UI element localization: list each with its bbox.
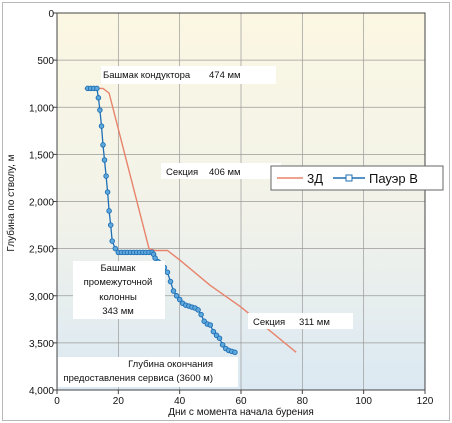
x-tick-label: 80 — [297, 396, 309, 407]
series-line-3d — [84, 87, 297, 353]
x-axis-title: Дни с момента начала бурения — [168, 406, 314, 418]
annotation-section-1-size: 406 мм — [209, 167, 241, 178]
annotation-box — [101, 66, 276, 84]
x-tick-label: 20 — [113, 396, 125, 407]
annotation-section-2-size: 311 мм — [299, 317, 330, 328]
legend-marker-power-v — [345, 174, 353, 182]
data-point — [98, 123, 105, 129]
chart-svg: 05001,0001,5002,0002,5003,0003,5004,000 … — [5, 9, 444, 418]
data-point — [170, 288, 177, 294]
data-point — [107, 222, 114, 228]
legend: 3Д Пауэр В — [270, 165, 444, 191]
data-point — [97, 107, 103, 113]
y-tick-label: 1,500 — [29, 150, 54, 161]
legend-label-power-v: Пауэр В — [369, 171, 418, 186]
annotation-section-1: Секция — [166, 167, 198, 178]
annotation-shoe-conductor: Башмак кондуктора — [103, 70, 191, 81]
legend-label-3d: 3Д — [307, 171, 323, 186]
y-tick-label: 2,500 — [29, 245, 54, 256]
data-point — [219, 342, 226, 348]
annotation-box — [161, 163, 281, 179]
annotation-td-1: Глубина окончания — [128, 359, 213, 370]
x-tick-label: 100 — [355, 396, 372, 407]
data-point — [152, 255, 158, 261]
data-point — [207, 322, 214, 328]
data-point — [195, 307, 201, 313]
x-tick-label: 60 — [235, 396, 247, 407]
data-point — [167, 278, 174, 285]
x-tick-label: 120 — [417, 396, 434, 407]
data-point — [164, 269, 171, 275]
annotation-box — [248, 313, 353, 329]
data-point — [104, 189, 111, 195]
y-tick-label: 0 — [48, 9, 54, 20]
data-point — [94, 85, 100, 92]
data-point — [103, 173, 109, 179]
y-tick-label: 4,000 — [29, 386, 54, 397]
annotation-box — [58, 357, 238, 387]
annotation-shoe-intermediate-1: Башмак — [100, 263, 136, 274]
data-point — [232, 349, 238, 356]
data-point — [210, 328, 217, 335]
data-point — [198, 311, 204, 318]
data-point — [176, 296, 183, 303]
annotation-box — [73, 261, 165, 319]
data-point — [173, 293, 180, 299]
annotation-shoe-intermediate-2: промежуточной — [84, 277, 153, 288]
data-point — [106, 208, 112, 214]
annotation-section-2: Секция — [253, 317, 285, 328]
y-tick-label: 500 — [37, 56, 54, 67]
y-tick-label: 2,000 — [29, 198, 54, 209]
y-tick-label: 1,000 — [29, 103, 54, 114]
y-axis-ticks: 0 500 1,000 1,500 2,000 2,500 3,000 3,500 4,000 — [29, 9, 57, 397]
annotation-shoe-conductor-size: 474 мм — [209, 70, 241, 81]
data-point — [109, 238, 115, 244]
x-tick-label: 0 — [54, 396, 60, 407]
x-axis-ticks: 0 20 40 60 80 100 120 — [54, 390, 434, 407]
annotation-shoe-intermediate-size: 343 мм — [102, 306, 134, 317]
x-tick-label: 40 — [174, 396, 186, 407]
data-point — [112, 245, 119, 252]
annotations: Башмак кондуктора 474 мм Секция 406 мм Б… — [58, 66, 353, 387]
y-tick-label: 3,500 — [29, 339, 54, 350]
annotation-shoe-intermediate-3: колонны — [99, 292, 137, 303]
data-point — [216, 335, 223, 341]
data-point — [95, 95, 102, 101]
y-tick-label: 3,000 — [29, 292, 54, 303]
data-point — [100, 142, 106, 148]
y-axis-title: Глубина по стволу, м — [5, 154, 17, 251]
annotation-td-2: предоставления сервиса (3600 м) — [63, 373, 213, 384]
data-point — [101, 157, 108, 163]
